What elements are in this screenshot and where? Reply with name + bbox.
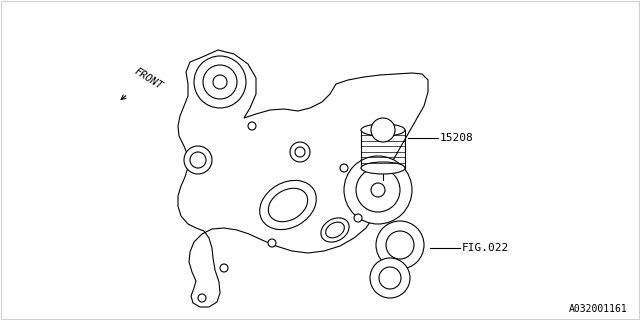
Circle shape [376,221,424,269]
Circle shape [340,164,348,172]
Circle shape [220,264,228,272]
Circle shape [356,168,400,212]
Circle shape [184,146,212,174]
Ellipse shape [326,222,344,238]
Circle shape [194,56,246,108]
Circle shape [379,267,401,289]
Text: 15208: 15208 [440,133,474,143]
Text: FRONT: FRONT [132,66,164,91]
Circle shape [371,118,395,142]
Ellipse shape [268,188,308,222]
Circle shape [198,294,206,302]
Text: FIG.022: FIG.022 [462,243,509,253]
Circle shape [203,65,237,99]
Circle shape [344,156,412,224]
Circle shape [290,142,310,162]
Polygon shape [178,50,428,307]
Circle shape [386,231,414,259]
Ellipse shape [260,180,316,229]
Ellipse shape [361,162,405,174]
Circle shape [295,147,305,157]
Circle shape [371,183,385,197]
Circle shape [354,214,362,222]
Circle shape [370,258,410,298]
Ellipse shape [361,124,405,136]
Ellipse shape [321,218,349,242]
Text: A032001161: A032001161 [569,304,628,314]
Circle shape [213,75,227,89]
Circle shape [248,122,256,130]
Circle shape [268,239,276,247]
Circle shape [190,152,206,168]
